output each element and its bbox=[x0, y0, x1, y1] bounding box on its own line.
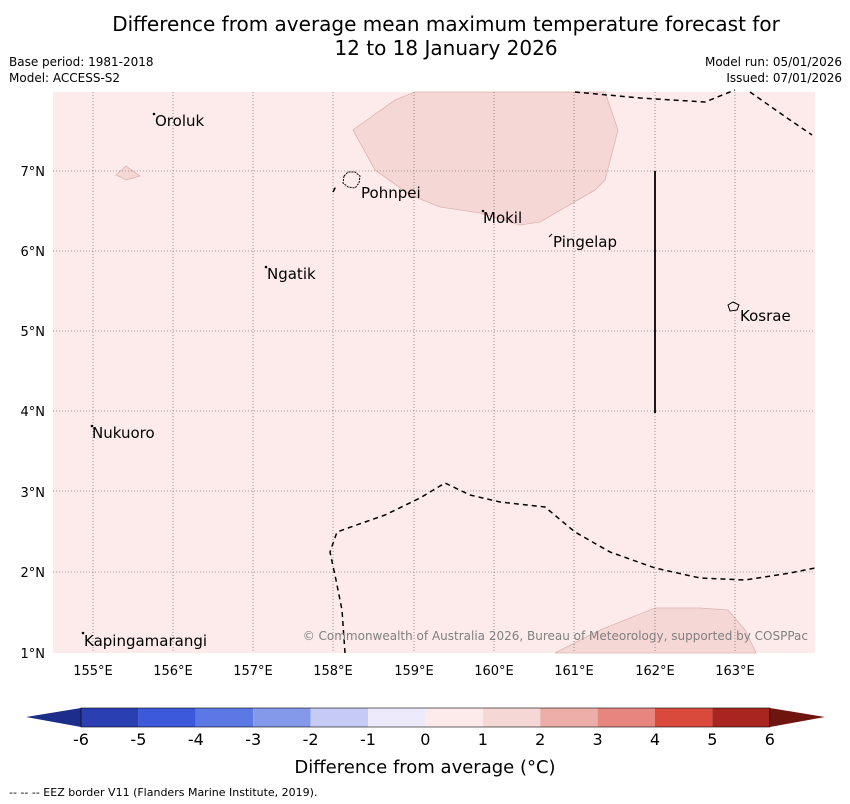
lat-tick-3: 3°N bbox=[21, 486, 46, 501]
latitude-ticks: 1°N 2°N 3°N 4°N 5°N 6°N 7°N bbox=[21, 165, 46, 662]
colorbar-bin-4 bbox=[253, 708, 311, 727]
lon-tick-160: 160°E bbox=[474, 664, 514, 679]
cb-tick-3: 3 bbox=[593, 730, 603, 749]
meta-right: Model run: 05/01/2026 Issued: 07/01/2026 bbox=[705, 54, 842, 86]
cb-tick-0: 0 bbox=[420, 730, 430, 749]
lat-tick-2: 2°N bbox=[21, 566, 46, 581]
title-line-2: 12 to 18 January 2026 bbox=[334, 36, 558, 60]
lat-tick-6: 6°N bbox=[21, 245, 46, 260]
cb-tick-4: 4 bbox=[650, 730, 660, 749]
cb-tick--4: -4 bbox=[188, 730, 204, 749]
base-period: Base period: 1981-2018 bbox=[9, 55, 154, 69]
kapingamarangi-island-dot bbox=[81, 631, 85, 635]
ngatik-island-dot bbox=[264, 265, 268, 269]
pingelap-island-shape bbox=[548, 233, 553, 238]
map-title: Difference from average mean maximum tem… bbox=[0, 12, 850, 60]
title-line-1: Difference from average mean maximum tem… bbox=[112, 12, 780, 36]
place-labels: Oroluk Pohnpei Mokil Pingelap Ngatik Kos… bbox=[84, 112, 791, 650]
colorbar-bin-3 bbox=[195, 708, 254, 727]
colorbar-bin-2 bbox=[138, 708, 196, 727]
cb-tick--2: -2 bbox=[303, 730, 319, 749]
colorbar-label: Difference from average (°C) bbox=[294, 757, 556, 778]
cb-tick-1: 1 bbox=[478, 730, 488, 749]
lon-tick-158: 158°E bbox=[313, 664, 353, 679]
colorbar-bin-12 bbox=[712, 708, 770, 727]
pohnpei-island-shape bbox=[342, 171, 361, 189]
anomaly-region-south bbox=[554, 607, 757, 654]
lat-tick-5: 5°N bbox=[21, 325, 46, 340]
label-ngatik: Ngatik bbox=[267, 265, 316, 283]
colorbar bbox=[26, 707, 825, 728]
issued-date: Issued: 07/01/2026 bbox=[726, 71, 842, 85]
anomaly-region-north bbox=[352, 91, 619, 226]
longitude-ticks: 155°E 156°E 157°E 158°E 159°E 160°E 161°… bbox=[73, 664, 755, 679]
colorbar-extend-low bbox=[26, 708, 81, 727]
lon-tick-159: 159°E bbox=[394, 664, 434, 679]
label-kosrae: Kosrae bbox=[740, 307, 791, 325]
lon-tick-155: 155°E bbox=[73, 664, 113, 679]
colorbar-extend-high bbox=[769, 708, 825, 727]
islands bbox=[81, 112, 740, 635]
lat-tick-1: 1°N bbox=[21, 647, 46, 662]
nukuoro-island-dot bbox=[90, 424, 94, 428]
colorbar-bin-8 bbox=[482, 708, 541, 727]
colorbar-bin-5 bbox=[310, 708, 368, 727]
oroluk-island-dot bbox=[152, 112, 156, 116]
label-oroluk: Oroluk bbox=[155, 112, 204, 130]
meta-left: Base period: 1981-2018 Model: ACCESS-S2 bbox=[9, 54, 154, 86]
colorbar-bin-11 bbox=[655, 708, 713, 727]
cb-tick-2: 2 bbox=[535, 730, 545, 749]
lat-tick-4: 4°N bbox=[21, 405, 46, 420]
map-credit: © Commonwealth of Australia 2026, Bureau… bbox=[303, 629, 808, 643]
label-pingelap: Pingelap bbox=[553, 233, 617, 251]
lat-tick-7: 7°N bbox=[21, 165, 46, 180]
label-nukuoro: Nukuoro bbox=[92, 424, 155, 442]
eez-border-stub bbox=[332, 185, 337, 193]
lon-tick-162: 162°E bbox=[635, 664, 675, 679]
cb-tick-6: 6 bbox=[765, 730, 775, 749]
lon-tick-156: 156°E bbox=[153, 664, 193, 679]
cb-tick-5: 5 bbox=[707, 730, 717, 749]
label-pohnpei: Pohnpei bbox=[361, 184, 421, 202]
label-mokil: Mokil bbox=[483, 209, 522, 227]
label-kapingamarangi: Kapingamarangi bbox=[84, 632, 207, 650]
lon-tick-161: 161°E bbox=[554, 664, 594, 679]
mokil-island-dot bbox=[481, 209, 485, 213]
colorbar-ticks: -6 -5 -4 -3 -2 -1 0 1 2 3 4 5 6 bbox=[73, 730, 775, 749]
anomaly-regions bbox=[115, 91, 757, 654]
cb-tick--3: -3 bbox=[245, 730, 261, 749]
colorbar-bin-1 bbox=[81, 708, 139, 727]
model-run: Model run: 05/01/2026 bbox=[704, 55, 842, 69]
gridlines bbox=[53, 92, 815, 653]
eez-border-south bbox=[329, 482, 816, 654]
lon-tick-163: 163°E bbox=[715, 664, 755, 679]
cb-tick--6: -6 bbox=[73, 730, 89, 749]
colorbar-bin-6 bbox=[368, 708, 426, 727]
colorbar-bin-7 bbox=[425, 708, 483, 727]
anomaly-region-west bbox=[115, 165, 141, 181]
model-name: Model: ACCESS-S2 bbox=[9, 71, 121, 85]
colorbar-outline bbox=[80, 707, 771, 728]
eez-borders bbox=[329, 89, 816, 654]
colorbar-bin-9 bbox=[540, 708, 598, 727]
lon-tick-157: 157°E bbox=[233, 664, 273, 679]
kosrae-island-shape bbox=[727, 301, 740, 312]
cb-tick--1: -1 bbox=[360, 730, 376, 749]
cb-tick--5: -5 bbox=[130, 730, 146, 749]
colorbar-bin-10 bbox=[597, 708, 655, 727]
eez-footnote: -- -- -- EEZ border V11 (Flanders Marine… bbox=[9, 786, 318, 799]
eez-border-north bbox=[574, 89, 813, 136]
